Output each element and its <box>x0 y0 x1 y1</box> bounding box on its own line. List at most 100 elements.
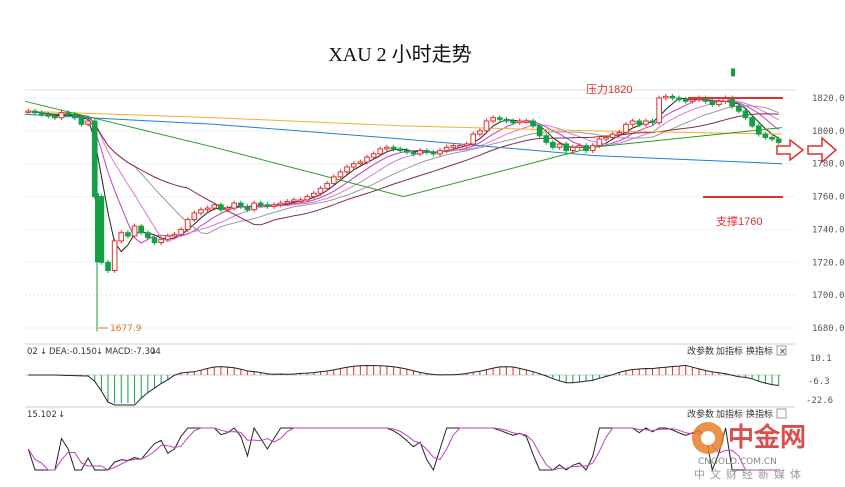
change-params-link[interactable]: 改参数 <box>687 408 714 420</box>
candle <box>330 176 337 184</box>
support-resistance-levels: 压力1820 支撑1760 <box>586 83 783 228</box>
candle <box>357 161 364 165</box>
candle <box>350 163 357 168</box>
candle <box>184 219 191 230</box>
candle <box>85 120 91 125</box>
svg-text:↓: ↓ <box>40 347 47 357</box>
candle <box>596 138 603 147</box>
switch-indicator-link[interactable]: 换指标 <box>746 408 773 420</box>
y-tick-label: 1680.00 <box>812 324 845 334</box>
arrow-right-icon <box>776 138 805 162</box>
candle <box>364 156 370 163</box>
change-params-link[interactable]: 改参数 <box>687 345 714 357</box>
kdj-d-line <box>27 427 779 471</box>
candle <box>669 95 676 99</box>
candle <box>410 151 417 155</box>
candle <box>430 151 437 155</box>
candle <box>656 97 662 124</box>
candle <box>443 146 450 152</box>
candle <box>516 120 523 124</box>
close-icon: × <box>779 347 786 357</box>
candle <box>370 153 377 158</box>
svg-text:↓: ↓ <box>96 347 103 357</box>
candle <box>477 130 483 135</box>
candle <box>151 237 158 244</box>
candle <box>709 100 716 106</box>
add-indicator-link[interactable]: 加指标 <box>716 408 743 420</box>
candle <box>490 117 496 122</box>
long-ma-line <box>24 110 783 135</box>
candle <box>198 209 204 214</box>
watermark: 中金网 CNGOLD.COM.CN 中文财经新媒体 <box>680 412 830 482</box>
candle <box>563 143 570 152</box>
y-tick-label: 1760.00 <box>812 193 845 203</box>
candle <box>496 117 503 120</box>
candle <box>52 115 58 119</box>
candle <box>131 225 138 237</box>
candle <box>450 145 457 148</box>
candle <box>78 117 85 125</box>
kdj-panel: 15.102 ↓ 改参数 加指标 换指标 <box>27 408 787 472</box>
candle <box>775 138 782 143</box>
candle <box>609 133 616 138</box>
candle <box>164 235 171 240</box>
candle <box>304 196 311 201</box>
candle <box>71 113 78 119</box>
macd-tick: 10.1 <box>810 354 832 364</box>
candle <box>390 146 397 150</box>
candle <box>264 204 271 207</box>
candle <box>271 204 277 207</box>
watermark-tagline: 中文财经新媒体 <box>694 467 806 481</box>
candle <box>277 202 284 206</box>
macd-panel-label: 02 <box>27 347 38 357</box>
close-macd-button[interactable] <box>776 345 787 356</box>
candle <box>755 125 762 135</box>
candle <box>38 112 45 115</box>
candle <box>397 148 404 152</box>
candle <box>629 120 636 125</box>
candle <box>530 120 536 127</box>
candle <box>58 112 65 119</box>
candle <box>769 136 775 140</box>
candle <box>284 201 291 204</box>
add-indicator-link[interactable]: 加指标 <box>716 345 743 357</box>
candle <box>111 240 118 272</box>
candle <box>682 99 689 102</box>
watermark-brand: 中金网 <box>728 422 806 453</box>
candle <box>45 113 52 117</box>
y-tick-label: 1800.00 <box>812 127 845 137</box>
candlesticks <box>25 68 782 332</box>
candle <box>204 207 211 211</box>
switch-indicator-link[interactable]: 换指标 <box>746 345 773 357</box>
ma-line <box>28 98 780 244</box>
candle <box>523 120 530 123</box>
candle <box>510 120 516 124</box>
candle <box>729 97 736 107</box>
low-marker: 1677.9 <box>98 324 142 334</box>
candle <box>623 123 629 133</box>
close-kdj-button[interactable] <box>776 408 787 419</box>
candle <box>384 146 390 150</box>
candle <box>317 187 324 194</box>
candle <box>231 202 237 209</box>
candle <box>423 150 430 153</box>
macd-value: MACD:-7.304 <box>105 347 161 357</box>
candle <box>403 150 410 153</box>
candle <box>125 232 131 237</box>
support-label: 支撑1760 <box>716 214 762 228</box>
moving-averages <box>24 97 783 253</box>
kdj-k-line <box>27 426 779 472</box>
candle <box>145 232 151 239</box>
candle <box>138 225 145 234</box>
low-label: 1677.9 <box>110 324 142 334</box>
watermark-site: CNGOLD.COM.CN <box>698 457 777 467</box>
candle <box>32 110 38 114</box>
ma-line <box>28 99 779 243</box>
candle <box>337 171 344 178</box>
candle <box>457 145 463 148</box>
resistance-label: 压力1820 <box>586 83 632 96</box>
candle <box>503 118 510 122</box>
ma-line <box>28 110 779 226</box>
candle <box>91 120 98 198</box>
